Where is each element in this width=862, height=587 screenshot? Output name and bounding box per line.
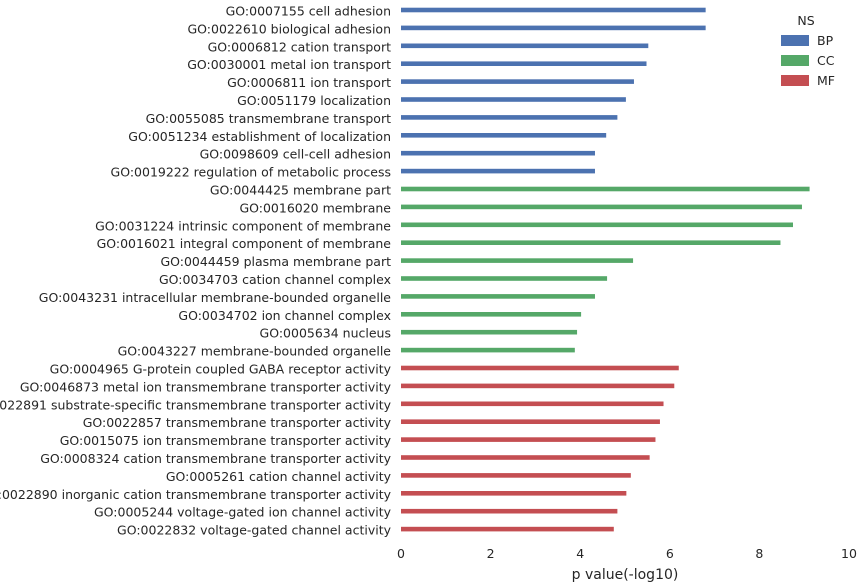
category-labels: GO:0007155 cell adhesion GO:0022610 biolo… — [0, 4, 392, 538]
bar-6 — [401, 97, 626, 102]
bar-12 — [401, 204, 802, 210]
bar-15 — [401, 258, 634, 263]
category-label-25: GO:0015075 ion transmembrane transporter… — [60, 433, 392, 448]
bars-group — [401, 7, 810, 532]
bar-21 — [401, 365, 679, 371]
x-tick-label-6: 6 — [666, 546, 674, 561]
x-tick-label-2: 2 — [487, 546, 495, 561]
category-label-6: GO:0051179 localization — [237, 93, 391, 108]
bar-8 — [401, 133, 607, 138]
category-label-4: GO:0030001 metal ion transport — [187, 57, 391, 72]
bar-26 — [401, 455, 650, 460]
category-label-21: GO:0004965 G-protein coupled GABA recept… — [50, 362, 392, 377]
category-label-5: GO:0006811 ion transport — [227, 75, 391, 90]
bar-24 — [401, 419, 660, 424]
bar-1 — [401, 7, 706, 13]
bar-11 — [401, 186, 810, 192]
bar-30 — [401, 526, 614, 532]
bar-3 — [401, 43, 649, 49]
category-label-9: GO:0098609 cell-cell adhesion — [200, 147, 391, 162]
bar-5 — [401, 79, 634, 84]
category-label-17: GO:0043231 intracellular membrane-bounde… — [39, 290, 392, 305]
category-label-28: GO:0022890 inorganic cation transmembran… — [0, 487, 392, 502]
x-tick-label-8: 8 — [755, 546, 763, 561]
category-label-24: GO:0022857 transmembrane transporter act… — [83, 415, 392, 430]
bar-27 — [401, 473, 631, 478]
bar-9 — [401, 150, 595, 156]
category-label-18: GO:0034702 ion channel complex — [178, 308, 391, 323]
legend-label-bp: BP — [817, 33, 834, 48]
bar-10 — [401, 168, 595, 174]
bar-14 — [401, 240, 781, 245]
bar-13 — [401, 222, 793, 228]
legend-swatch-bp — [781, 35, 809, 46]
category-label-26: GO:0008324 cation transmembrane transpor… — [40, 451, 391, 466]
category-label-30: GO:0022832 voltage-gated channel activit… — [117, 523, 392, 538]
category-label-19: GO:0005634 nucleus — [260, 326, 391, 341]
bar-16 — [401, 276, 608, 281]
category-label-23: GO:0022891 substrate-specific transmembr… — [0, 397, 392, 412]
bar-2 — [401, 25, 706, 31]
category-label-13: GO:0031224 intrinsic component of membra… — [95, 218, 391, 233]
category-label-11: GO:0044425 membrane part — [210, 183, 391, 198]
category-label-2: GO:0022610 biological adhesion — [188, 21, 392, 36]
bar-23 — [401, 401, 664, 407]
category-label-22: GO:0046873 metal ion transmembrane trans… — [20, 379, 392, 394]
x-tick-label-4: 4 — [576, 546, 584, 561]
category-label-15: GO:0044459 plasma membrane part — [160, 254, 391, 269]
bar-25 — [401, 437, 656, 442]
bar-28 — [401, 491, 627, 496]
category-label-14: GO:0016021 integral component of membran… — [97, 236, 392, 251]
legend-items: BP CC MF — [781, 33, 835, 88]
legend-swatch-cc — [781, 55, 809, 66]
category-label-27: GO:0005261 cation channel activity — [166, 469, 392, 484]
bar-20 — [401, 347, 575, 353]
legend-label-mf: MF — [817, 73, 835, 88]
legend-swatch-mf — [781, 75, 809, 86]
x-axis-title: p value(-log10) — [572, 567, 679, 583]
bar-4 — [401, 61, 647, 66]
category-label-7: GO:0055085 transmembrane transport — [146, 111, 392, 126]
x-tick-label-0: 0 — [397, 546, 405, 561]
bar-22 — [401, 383, 675, 389]
bar-17 — [401, 294, 595, 299]
legend-label-cc: CC — [817, 53, 835, 68]
category-label-10: GO:0019222 regulation of metabolic proce… — [111, 165, 391, 180]
legend: NS BP CC MF — [781, 13, 835, 88]
category-label-3: GO:0006812 cation transport — [208, 39, 391, 54]
category-label-20: GO:0043227 membrane-bounded organelle — [118, 344, 392, 359]
bar-29 — [401, 508, 618, 514]
category-label-12: GO:0016020 membrane — [239, 200, 391, 215]
bar-19 — [401, 329, 578, 335]
category-label-8: GO:0051234 establishment of localization — [128, 129, 391, 144]
category-label-1: GO:0007155 cell adhesion — [226, 4, 391, 19]
category-label-16: GO:0034703 cation channel complex — [159, 272, 391, 287]
bar-7 — [401, 115, 618, 120]
legend-title: NS — [797, 13, 814, 28]
x-tick-label-10: 10 — [841, 546, 857, 561]
category-label-29: GO:0005244 voltage-gated ion channel act… — [94, 505, 392, 520]
x-axis-ticks: 0 2 4 6 8 10 — [397, 546, 857, 561]
bar-18 — [401, 312, 582, 317]
